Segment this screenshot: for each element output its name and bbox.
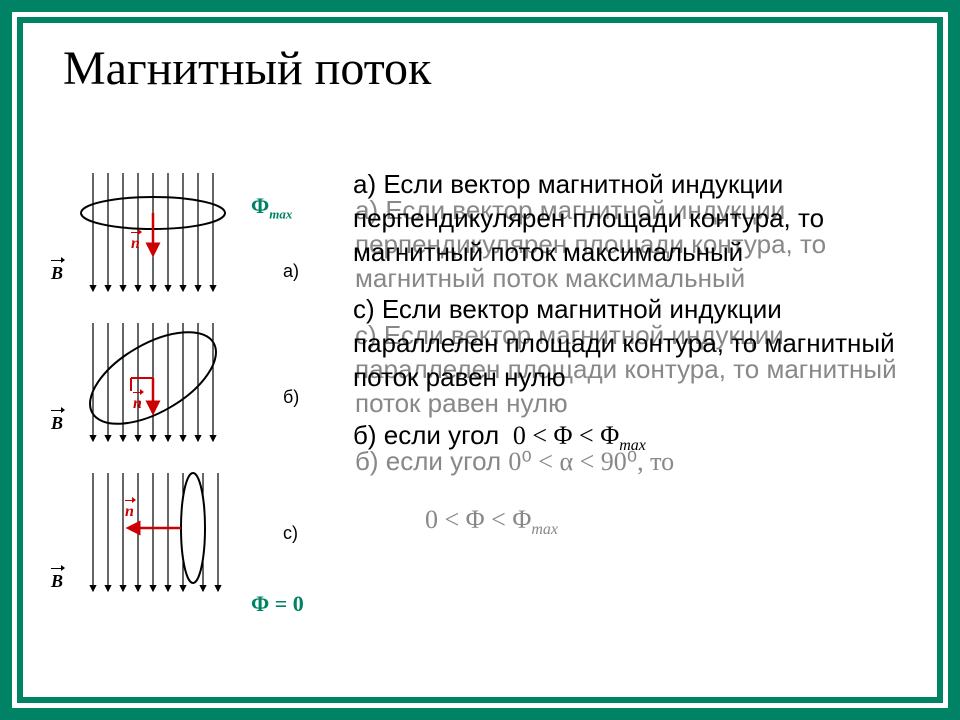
diagram-c-label: с) (283, 523, 298, 544)
text-b-front: б) если угол 0 < Φ < Φmax (353, 419, 933, 457)
diagram-a-svg (53, 163, 263, 303)
text-b-shadow-formula: 0 < Φ < Φmax (425, 503, 935, 541)
vector-n-label-b: n (133, 395, 142, 413)
vector-n-label-c: n (125, 503, 134, 521)
diagram-c-svg (53, 463, 263, 603)
diagram-c: B n (53, 463, 263, 603)
diagram-b: B n (53, 313, 263, 453)
text-front-layer: а) Если вектор магнитной индукции перпен… (353, 168, 933, 481)
text-a-front: а) Если вектор магнитной индукции перпен… (353, 168, 933, 269)
vector-b-label-a: B (51, 263, 63, 284)
diagram-a-label: а) (283, 261, 299, 282)
diagram-column: B n Φmax а) (53, 163, 353, 663)
text-c-front: с) Если вектор магнитной индукции паралл… (353, 293, 933, 394)
vector-b-label-c: B (51, 571, 63, 592)
phi-zero-label: Φ = 0 (251, 591, 304, 617)
diagram-b-svg (53, 313, 263, 453)
page-title: Магнитный поток (63, 41, 431, 96)
vector-n-label-a: n (131, 235, 140, 253)
diagram-a: B n (53, 163, 263, 303)
slide-frame-inner: Магнитный поток (23, 23, 937, 697)
slide-frame-outer: Магнитный поток (12, 12, 948, 708)
diagram-b-label: б) (283, 387, 299, 408)
vector-b-label-b: B (51, 413, 63, 434)
phi-max-label: Φmax (251, 193, 292, 222)
